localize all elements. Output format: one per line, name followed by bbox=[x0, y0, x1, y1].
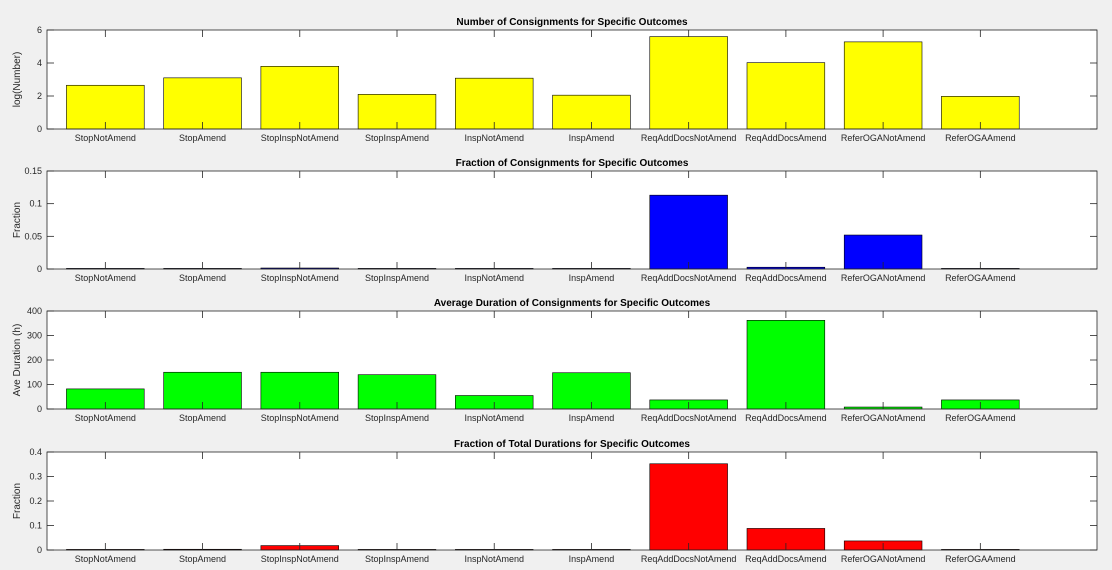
x-tick-label: ReferOGAAmend bbox=[945, 133, 1016, 143]
x-tick-label: StopInspAmend bbox=[365, 133, 429, 143]
x-tick-label: InspNotAmend bbox=[464, 413, 524, 423]
x-tick-label: StopInspNotAmend bbox=[261, 554, 339, 564]
x-tick-label: ReferOGANotAmend bbox=[841, 273, 926, 283]
x-tick-label: ReferOGANotAmend bbox=[841, 554, 926, 564]
x-tick-label: InspAmend bbox=[569, 133, 615, 143]
x-tick-label: ReferOGANotAmend bbox=[841, 133, 926, 143]
chart-title: Number of Consignments for Specific Outc… bbox=[456, 17, 688, 28]
x-tick-label: InspAmend bbox=[569, 554, 615, 564]
bar bbox=[260, 66, 339, 130]
x-tick-label: StopAmend bbox=[179, 273, 226, 283]
x-tick-label: StopInspAmend bbox=[365, 413, 429, 423]
bar bbox=[455, 77, 534, 130]
chart-title: Fraction of Consignments for Specific Ou… bbox=[456, 158, 689, 169]
bar bbox=[66, 84, 145, 130]
subplot-4: Fraction of Total Durations for Specific… bbox=[12, 439, 1098, 564]
subplot-2: Fraction of Consignments for Specific Ou… bbox=[12, 158, 1098, 283]
y-tick-label: 0 bbox=[37, 124, 42, 134]
chart-title: Fraction of Total Durations for Specific… bbox=[454, 439, 690, 450]
y-axis-label: Fraction bbox=[12, 202, 23, 238]
y-axis-label: log(Number) bbox=[12, 52, 23, 108]
x-tick-label: StopInspAmend bbox=[365, 273, 429, 283]
x-tick-label: StopInspNotAmend bbox=[261, 413, 339, 423]
x-tick-label: ReqAddDocsNotAmend bbox=[641, 413, 737, 423]
y-tick-label: 4 bbox=[37, 58, 42, 68]
y-tick-label: 400 bbox=[27, 306, 42, 316]
x-tick-label: ReqAddDocsNotAmend bbox=[641, 273, 737, 283]
y-tick-label: 200 bbox=[27, 355, 42, 365]
x-tick-label: ReferOGAAmend bbox=[945, 273, 1016, 283]
bar bbox=[746, 320, 826, 410]
x-tick-label: ReqAddDocsAmend bbox=[745, 133, 827, 143]
y-tick-label: 0.2 bbox=[29, 496, 42, 506]
y-tick-label: 0.4 bbox=[29, 447, 42, 457]
bar bbox=[649, 36, 728, 130]
x-tick-label: InspAmend bbox=[569, 413, 615, 423]
x-tick-label: StopNotAmend bbox=[75, 133, 136, 143]
y-tick-label: 0 bbox=[37, 264, 42, 274]
x-tick-label: StopInspNotAmend bbox=[261, 133, 339, 143]
bar bbox=[649, 194, 728, 270]
x-tick-label: StopAmend bbox=[179, 133, 226, 143]
plot-area bbox=[47, 171, 1097, 269]
y-tick-label: 6 bbox=[37, 25, 42, 35]
axes-box bbox=[46, 170, 1098, 270]
x-tick-label: ReqAddDocsNotAmend bbox=[641, 133, 737, 143]
x-tick-label: StopNotAmend bbox=[75, 413, 136, 423]
x-tick-label: ReqAddDocsAmend bbox=[745, 554, 827, 564]
y-tick-label: 0 bbox=[37, 545, 42, 555]
x-tick-label: ReferOGAAmend bbox=[945, 413, 1016, 423]
axes-box bbox=[46, 29, 1098, 130]
x-tick-label: StopNotAmend bbox=[75, 273, 136, 283]
y-tick-label: 0.1 bbox=[29, 521, 42, 531]
y-tick-label: 2 bbox=[37, 91, 42, 101]
bar bbox=[843, 41, 923, 130]
y-tick-label: 0.15 bbox=[24, 166, 42, 176]
plot-area bbox=[47, 452, 1097, 550]
x-tick-label: ReqAddDocsNotAmend bbox=[641, 554, 737, 564]
y-tick-label: 0.1 bbox=[29, 199, 42, 209]
x-tick-label: StopAmend bbox=[179, 554, 226, 564]
subplot-1: Number of Consignments for Specific Outc… bbox=[12, 17, 1098, 143]
y-tick-label: 0 bbox=[37, 404, 42, 414]
x-tick-label: ReferOGANotAmend bbox=[841, 413, 926, 423]
x-tick-label: ReqAddDocsAmend bbox=[745, 273, 827, 283]
x-tick-label: InspNotAmend bbox=[464, 273, 524, 283]
y-axis-label: Fraction bbox=[12, 483, 23, 519]
x-tick-label: ReqAddDocsAmend bbox=[745, 413, 827, 423]
x-tick-label: StopNotAmend bbox=[75, 554, 136, 564]
y-tick-label: 0.05 bbox=[24, 231, 42, 241]
bar bbox=[649, 463, 728, 551]
x-tick-label: StopInspAmend bbox=[365, 554, 429, 564]
y-tick-label: 100 bbox=[27, 380, 42, 390]
y-axis-label: Ave Duration (h) bbox=[12, 324, 23, 397]
y-tick-label: 300 bbox=[27, 331, 42, 341]
x-tick-label: StopInspNotAmend bbox=[261, 273, 339, 283]
chart-title: Average Duration of Consignments for Spe… bbox=[434, 298, 711, 309]
x-tick-label: InspAmend bbox=[569, 273, 615, 283]
subplot-3: Average Duration of Consignments for Spe… bbox=[12, 298, 1098, 423]
x-tick-label: InspNotAmend bbox=[464, 133, 524, 143]
x-tick-label: ReferOGAAmend bbox=[945, 554, 1016, 564]
bar bbox=[746, 62, 826, 130]
y-tick-label: 0.3 bbox=[29, 472, 42, 482]
bar bbox=[163, 77, 242, 130]
x-tick-label: StopAmend bbox=[179, 413, 226, 423]
x-tick-label: InspNotAmend bbox=[464, 554, 524, 564]
